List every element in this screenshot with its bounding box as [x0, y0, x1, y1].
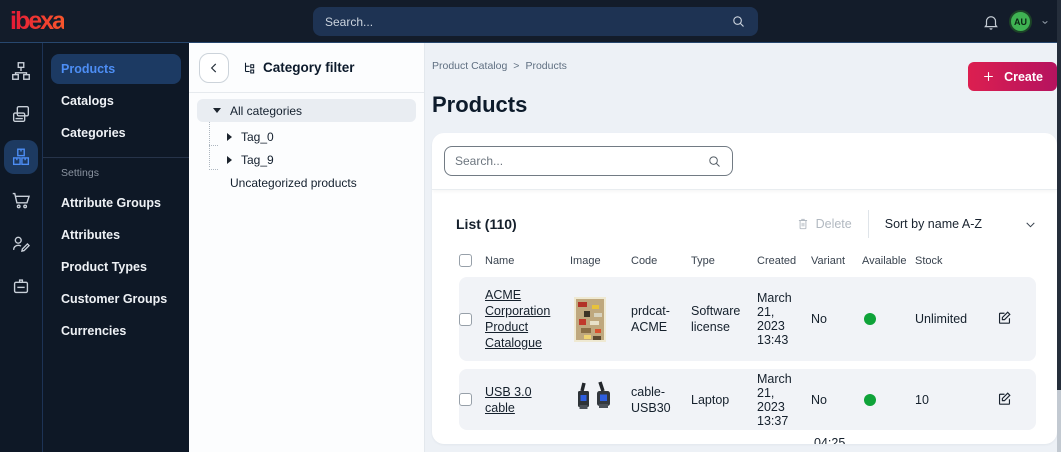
available-indicator — [864, 313, 876, 325]
sidebar-item-products[interactable]: Products — [51, 54, 181, 84]
sidebar-item-currencies[interactable]: Currencies — [61, 324, 127, 338]
sidebar-menu: Products Catalogs Categories Settings At… — [43, 43, 189, 452]
topbar: ibexa Search... AU — [0, 0, 1061, 43]
column-header-type: Type — [691, 254, 715, 267]
badge-icon[interactable] — [4, 269, 38, 303]
search-icon — [707, 154, 722, 169]
plus-icon — [982, 70, 995, 83]
product-code: prdcat-ACME — [631, 304, 670, 334]
sidebar-item-attribute-groups[interactable]: Attribute Groups — [61, 196, 161, 210]
table-row-partial-created: 04:25 — [814, 436, 846, 444]
sidebar-item-customer-groups[interactable]: Customer Groups — [61, 292, 168, 306]
product-variant: No — [811, 392, 827, 407]
search-icon — [731, 14, 746, 29]
tree-guide-line — [209, 145, 218, 146]
trash-icon — [796, 217, 810, 231]
caret-expanded-icon[interactable] — [213, 108, 221, 113]
customer-pencil-icon[interactable] — [4, 226, 38, 260]
column-header-variant: Variant — [811, 254, 846, 267]
table-header-row: Name Image Code Type Created Variant Ava… — [459, 250, 1057, 277]
caret-collapsed-icon[interactable] — [227, 132, 232, 141]
product-variant: No — [811, 312, 827, 326]
tree-guide-line — [209, 169, 218, 170]
user-menu-caret-icon[interactable] — [1041, 18, 1049, 26]
chevron-left-icon — [207, 61, 221, 75]
product-image-thumbnail — [574, 296, 606, 342]
column-header-created: Created — [757, 254, 797, 267]
row-checkbox[interactable] — [459, 312, 472, 326]
pages-icon[interactable] — [4, 97, 38, 131]
collapse-panel-button[interactable] — [199, 52, 229, 83]
sidebar-section-settings: Settings — [61, 167, 99, 179]
product-created: March 21, 2023 13:37 — [757, 371, 792, 428]
bell-icon[interactable] — [982, 13, 1000, 31]
table-row: ACME Corporation Product Catalogue prdca… — [459, 277, 1036, 361]
category-filter-title: Category filter — [242, 60, 355, 75]
product-name-link[interactable]: ACME Corporation Product Catalogue — [485, 288, 551, 350]
product-code: cable-USB30 — [631, 384, 671, 415]
sidebar-divider — [43, 157, 189, 158]
toolbar-divider — [867, 210, 869, 238]
sort-dropdown[interactable]: Sort by name A-Z — [885, 217, 1037, 231]
chevron-down-icon — [1024, 218, 1037, 231]
main-content: Product Catalog > Products Create Produc… — [425, 43, 1061, 452]
page-title: Products — [432, 92, 528, 117]
column-header-stock: Stock — [915, 254, 943, 267]
global-search-input[interactable]: Search... — [313, 7, 758, 36]
product-name-link[interactable]: USB 3.0 cable — [485, 384, 532, 415]
tree-item-all-categories[interactable]: All categories — [197, 99, 416, 122]
product-image-thumbnail — [570, 380, 616, 419]
edit-row-button[interactable] — [996, 308, 1016, 328]
breadcrumb-product-catalog[interactable]: Product Catalog — [432, 60, 508, 72]
column-header-code: Code — [631, 254, 658, 267]
sidebar-item-attributes[interactable]: Attributes — [61, 228, 121, 242]
sitemap-icon[interactable] — [4, 54, 38, 88]
user-avatar[interactable]: AU — [1009, 10, 1032, 33]
icon-rail — [0, 43, 43, 452]
tree-item-tag-9[interactable]: Tag_9 — [197, 148, 416, 171]
delete-button[interactable]: Delete — [796, 217, 852, 231]
list-search-placeholder: Search... — [455, 154, 504, 168]
tree-item-uncategorized[interactable]: Uncategorized products — [230, 175, 357, 190]
breadcrumb-products[interactable]: Products — [525, 60, 567, 72]
category-tree-icon — [242, 61, 256, 75]
global-search-placeholder: Search... — [325, 14, 374, 29]
product-stock: Unlimited — [915, 312, 968, 326]
boxes-icon[interactable] — [4, 140, 38, 174]
create-button[interactable]: Create — [968, 62, 1057, 91]
product-type: Laptop — [691, 392, 730, 407]
column-header-name: Name — [485, 254, 515, 267]
caret-collapsed-icon[interactable] — [227, 155, 232, 164]
available-indicator — [864, 393, 876, 406]
product-stock: 10 — [915, 392, 929, 407]
breadcrumb: Product Catalog > Products — [432, 60, 1057, 72]
product-type: Software license — [691, 304, 741, 334]
breadcrumb-separator: > — [513, 60, 520, 72]
cart-icon[interactable] — [4, 183, 38, 217]
row-checkbox[interactable] — [459, 393, 472, 406]
list-search-input[interactable]: Search... — [444, 146, 733, 176]
list-title: List (110) — [456, 216, 517, 232]
product-created: March 21, 2023 13:43 — [757, 291, 792, 347]
sidebar-item-categories[interactable]: Categories — [61, 126, 126, 140]
column-header-available: Available — [862, 254, 907, 267]
products-table: Name Image Code Type Created Variant Ava… — [432, 250, 1057, 430]
ibexa-logo[interactable]: ibexa — [10, 6, 66, 35]
edit-pencil-icon — [996, 309, 1016, 326]
page-scrollbar[interactable] — [1057, 0, 1061, 452]
edit-row-button[interactable] — [996, 388, 1016, 408]
select-all-checkbox[interactable] — [459, 254, 472, 267]
column-header-image: Image — [570, 254, 601, 267]
page-scrollbar-thumb[interactable] — [1057, 0, 1061, 390]
category-tree: All categories Tag_0 Tag_9 Uncategorized… — [189, 93, 424, 200]
edit-pencil-icon — [996, 390, 1016, 407]
category-filter-panel: Category filter All categories Tag_0 Tag… — [189, 43, 425, 452]
tree-item-tag-0[interactable]: Tag_0 — [197, 125, 416, 148]
sidebar-item-product-types[interactable]: Product Types — [61, 260, 147, 274]
table-row: USB 3.0 cable cable-USB30 Laptop March 2… — [459, 369, 1036, 430]
products-list-card: Search... List (110) Delete Sort by name… — [432, 133, 1057, 444]
tree-guide-line — [209, 121, 210, 167]
sidebar-item-catalogs[interactable]: Catalogs — [61, 94, 114, 108]
